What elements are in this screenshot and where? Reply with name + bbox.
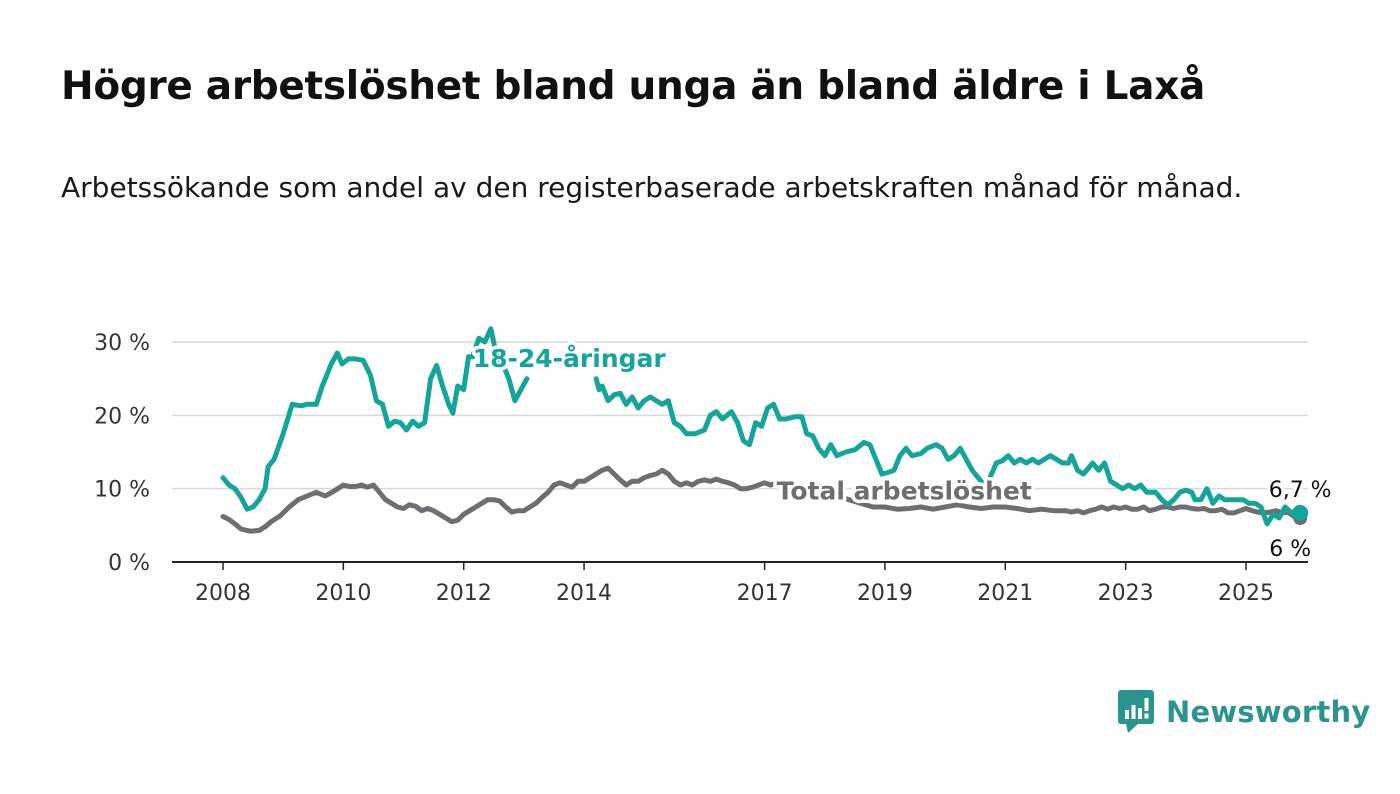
- x-tick-label: 2023: [1098, 581, 1154, 606]
- x-tick-label: 2019: [857, 581, 913, 606]
- x-tick-label: 2012: [436, 581, 492, 606]
- x-axis: 2008 2010 2012 2014 2017 2019 2021 2023 2025: [172, 561, 1308, 606]
- newsworthy-logo-icon: [1118, 690, 1154, 733]
- series-line-young: [220, 326, 1303, 527]
- brand-name: Newsworthy: [1166, 695, 1371, 729]
- end-markers: 6,7 % 6 %: [1266, 475, 1335, 565]
- x-tick-label: 2008: [195, 581, 251, 606]
- x-tick-label: 2014: [556, 581, 612, 606]
- x-tick-label: 2021: [977, 581, 1033, 606]
- x-tick-label: 2017: [737, 581, 793, 606]
- series-label-young: 18-24-åringar: [473, 344, 667, 373]
- x-tick-label: 2010: [315, 581, 371, 606]
- y-tick-label: 20 %: [94, 404, 150, 429]
- end-label-young: 6,7 %: [1269, 478, 1332, 503]
- y-tick-label: 30 %: [94, 331, 150, 356]
- series-label-total: Total arbetslöshet: [777, 477, 1032, 506]
- y-tick-label: 0 %: [108, 551, 150, 576]
- y-tick-label: 10 %: [94, 478, 150, 503]
- page-subtitle: Arbetssökande som andel av den registerb…: [61, 171, 1243, 204]
- x-tick-label: 2025: [1218, 581, 1274, 606]
- series-labels: 18-24-åringar Total arbetslöshet: [469, 340, 1035, 509]
- y-axis-labels: 0 % 10 % 20 % 30 %: [94, 331, 150, 576]
- brand-logo-block: Newsworthy: [1118, 690, 1370, 734]
- page-title: Högre arbetslöshet bland unga än bland ä…: [61, 64, 1206, 109]
- series-line-total: [220, 465, 1303, 534]
- end-marker-young: [1292, 504, 1309, 521]
- end-label-total: 6 %: [1269, 537, 1311, 562]
- series-lines: [220, 326, 1303, 534]
